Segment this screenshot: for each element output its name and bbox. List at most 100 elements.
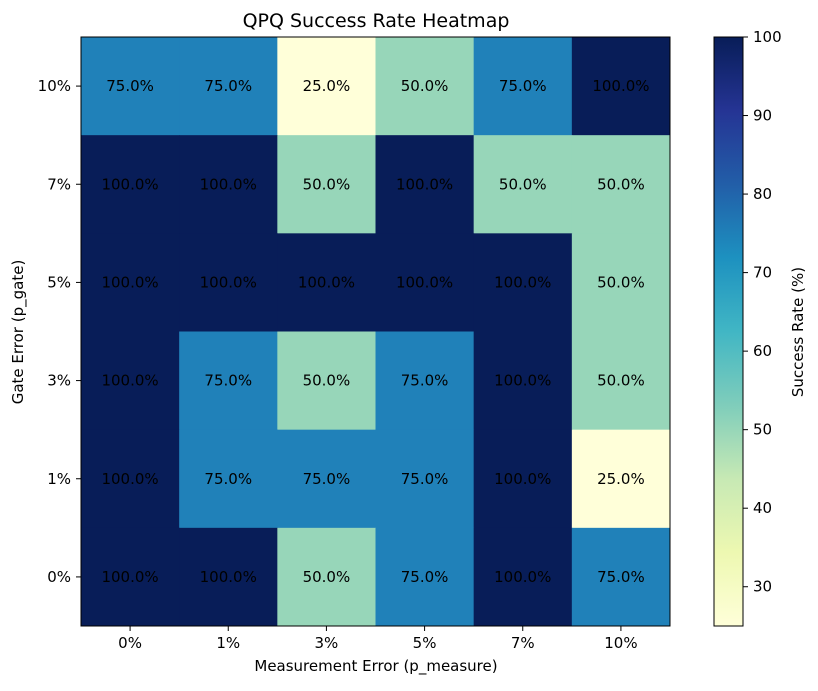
heatmap-cell (473, 233, 573, 332)
y-tick-label: 1% (47, 470, 71, 488)
heatmap-cell (375, 37, 475, 136)
cell-value-label: 50.0% (303, 372, 351, 390)
colorbar-tick-label: 40 (753, 499, 772, 517)
colorbar (713, 36, 744, 627)
cell-value-label: 75.0% (303, 470, 351, 488)
x-axis-label: Measurement Error (p_measure) (254, 657, 497, 676)
heatmap-cell-labels: 75.0% 75.0% 25.0% 50.0% 75.0% 100.0% 100.0% 100… (101, 77, 649, 586)
heatmap-cell (571, 135, 671, 234)
cell-value-label: 75.0% (204, 372, 252, 390)
cell-value-label: 75.0% (401, 568, 449, 586)
x-tick-label: 3% (315, 634, 339, 652)
cell-value-label: 25.0% (303, 77, 351, 95)
heatmap-cell (277, 331, 376, 431)
cell-value-label: 100.0% (494, 470, 551, 488)
heatmap-cell (179, 135, 278, 234)
cell-value-label: 50.0% (597, 372, 645, 390)
chart-title: QPQ Success Rate Heatmap (243, 10, 510, 32)
heatmap-cell (571, 37, 671, 136)
heatmap-cells (81, 37, 671, 627)
heatmap-cell (179, 37, 278, 136)
heatmap-cell (81, 527, 180, 627)
heatmap-cell (179, 233, 278, 332)
cell-value-label: 50.0% (597, 273, 645, 291)
cell-value-label: 100.0% (592, 77, 649, 95)
heatmap-cell (81, 429, 180, 529)
heatmap-cell (473, 37, 573, 136)
cell-value-label: 100.0% (494, 372, 551, 390)
cell-value-label: 50.0% (401, 77, 449, 95)
cell-value-label: 75.0% (401, 372, 449, 390)
heatmap-cell (277, 527, 376, 627)
heatmap-cell (81, 233, 180, 332)
colorbar-tick-label: 80 (753, 185, 772, 203)
cell-value-label: 100.0% (101, 470, 158, 488)
x-tick-label: 0% (118, 634, 142, 652)
cell-value-label: 100.0% (200, 273, 257, 291)
heatmap-cell (473, 429, 573, 529)
heatmap-cell (571, 429, 671, 529)
cell-value-label: 50.0% (303, 568, 351, 586)
cell-value-label: 100.0% (298, 273, 355, 291)
heatmap-cell (277, 429, 376, 529)
cell-value-label: 75.0% (499, 77, 547, 95)
y-tick-label: 5% (47, 273, 71, 291)
y-tick-label: 7% (47, 175, 71, 193)
x-tick-label: 1% (216, 634, 240, 652)
cell-value-label: 75.0% (597, 568, 645, 586)
y-tick-label: 0% (47, 568, 71, 586)
x-tick-label: 5% (413, 634, 437, 652)
x-axis-ticks: 0% 1% 3% 5% 7% 10% (118, 626, 638, 652)
colorbar-tick-label: 50 (753, 421, 772, 439)
cell-value-label: 100.0% (396, 175, 453, 193)
colorbar-tick-label: 90 (753, 107, 772, 125)
cell-value-label: 100.0% (101, 175, 158, 193)
heatmap-cell (571, 527, 671, 627)
cell-value-label: 50.0% (303, 175, 351, 193)
cell-value-label: 100.0% (200, 175, 257, 193)
colorbar-ticks: 30 40 50 60 70 80 90 100 (743, 28, 782, 596)
cell-value-label: 100.0% (494, 273, 551, 291)
cell-value-label: 100.0% (101, 273, 158, 291)
cell-value-label: 50.0% (499, 175, 547, 193)
cell-value-label: 100.0% (101, 568, 158, 586)
cell-value-label: 100.0% (101, 372, 158, 390)
heatmap-cell (375, 233, 475, 332)
heatmap-cell (277, 135, 376, 234)
heatmap-cell (375, 135, 475, 234)
heatmap-cell (375, 331, 475, 431)
x-tick-label: 7% (511, 634, 535, 652)
colorbar-tick-label: 70 (753, 264, 772, 282)
y-axis-ticks: 10% 7% 5% 3% 1% 0% (38, 77, 81, 586)
cell-value-label: 75.0% (204, 470, 252, 488)
heatmap-cell (179, 527, 278, 627)
cell-value-label: 100.0% (200, 568, 257, 586)
y-axis-label: Gate Error (p_gate) (9, 260, 28, 405)
y-tick-label: 10% (38, 77, 71, 95)
x-tick-label: 10% (604, 634, 637, 652)
y-tick-label: 3% (47, 372, 71, 390)
heatmap-cell (179, 331, 278, 431)
cell-value-label: 100.0% (494, 568, 551, 586)
heatmap-cell (473, 331, 573, 431)
heatmap-cell (277, 37, 376, 136)
heatmap-cell (375, 527, 475, 627)
cell-value-label: 25.0% (597, 470, 645, 488)
plot-frame (80, 36, 671, 627)
heatmap-cell (571, 331, 671, 431)
heatmap-cell (571, 233, 671, 332)
cell-value-label: 75.0% (106, 77, 154, 95)
heatmap-cell (473, 527, 573, 627)
cell-value-label: 75.0% (401, 470, 449, 488)
heatmap-cell (179, 429, 278, 529)
heatmap-cell (375, 429, 475, 529)
heatmap-cell (473, 135, 573, 234)
cell-value-label: 100.0% (396, 273, 453, 291)
colorbar-tick-label: 100 (753, 28, 782, 46)
heatmap-cell (81, 37, 180, 136)
heatmap-cell (277, 233, 376, 332)
heatmap-cell (81, 135, 180, 234)
colorbar-label: Success Rate (%) (789, 267, 807, 397)
